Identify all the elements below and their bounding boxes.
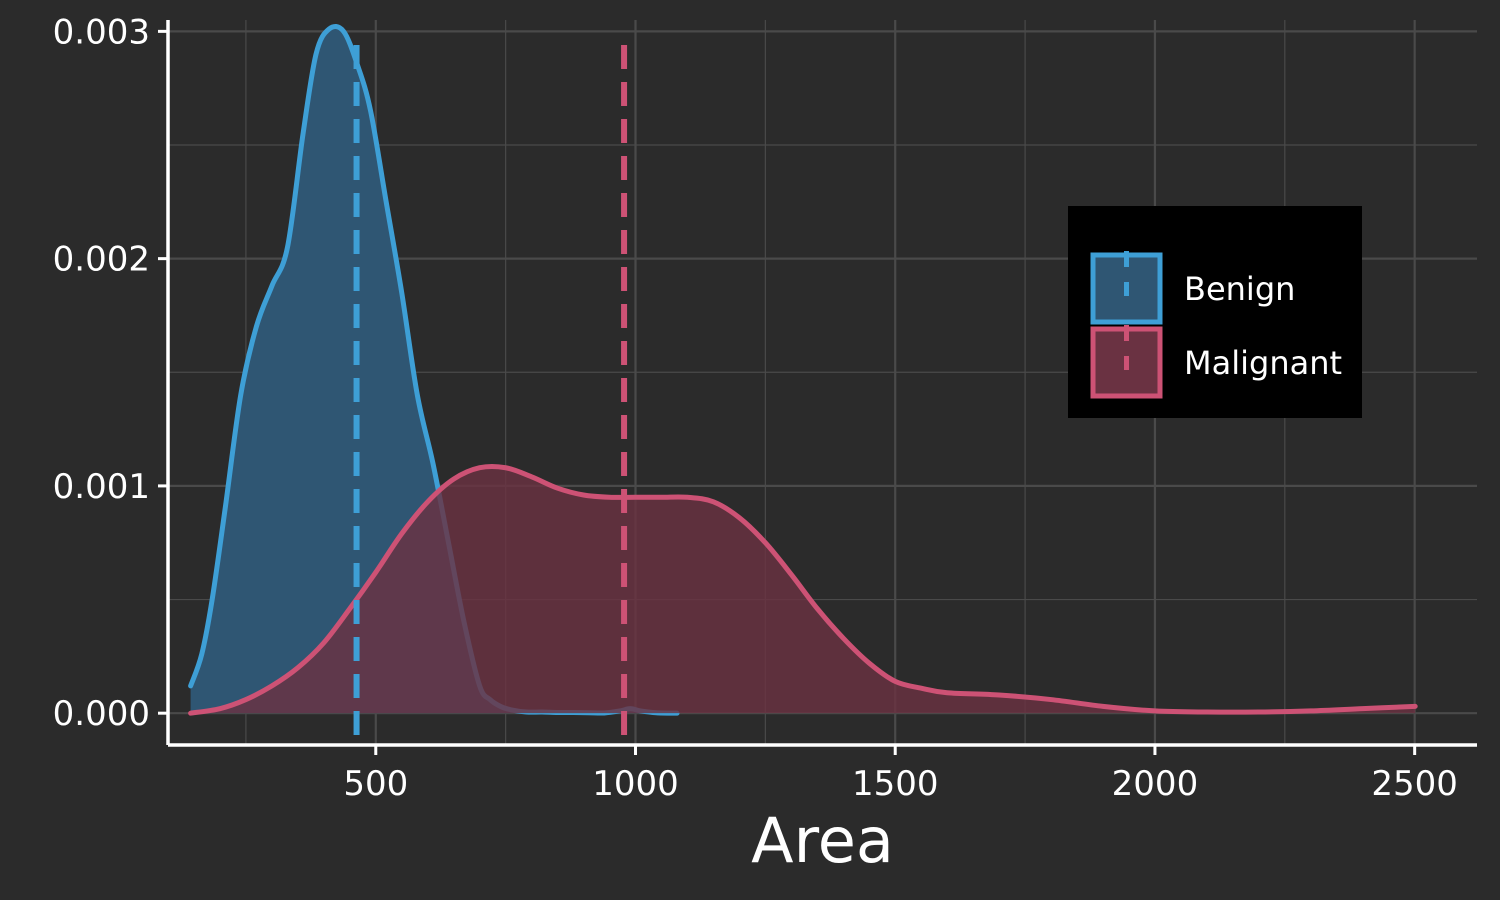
x-tick-label: 2500 — [1371, 764, 1458, 804]
y-tick-label: 0.003 — [53, 12, 150, 52]
y-tick-label: 0.000 — [53, 694, 150, 734]
x-axis-title: Area — [751, 804, 894, 877]
malignant-density-line — [188, 463, 1418, 716]
legend-item-benign: Benign — [1090, 251, 1295, 325]
y-tick-label: 0.001 — [53, 467, 150, 507]
malignant-density-area — [190, 466, 1416, 714]
x-tick-label: 2000 — [1112, 764, 1199, 804]
x-tick-label: 1500 — [852, 764, 939, 804]
legend-label-benign: Benign — [1184, 270, 1295, 308]
x-tick-label: 1000 — [592, 764, 679, 804]
benign-density-area — [190, 26, 678, 714]
y-tick-label: 0.002 — [53, 240, 150, 280]
legend-label-malignant: Malignant — [1184, 344, 1342, 382]
legend-item-malignant: Malignant — [1090, 325, 1342, 399]
x-tick-label: 500 — [343, 764, 408, 804]
